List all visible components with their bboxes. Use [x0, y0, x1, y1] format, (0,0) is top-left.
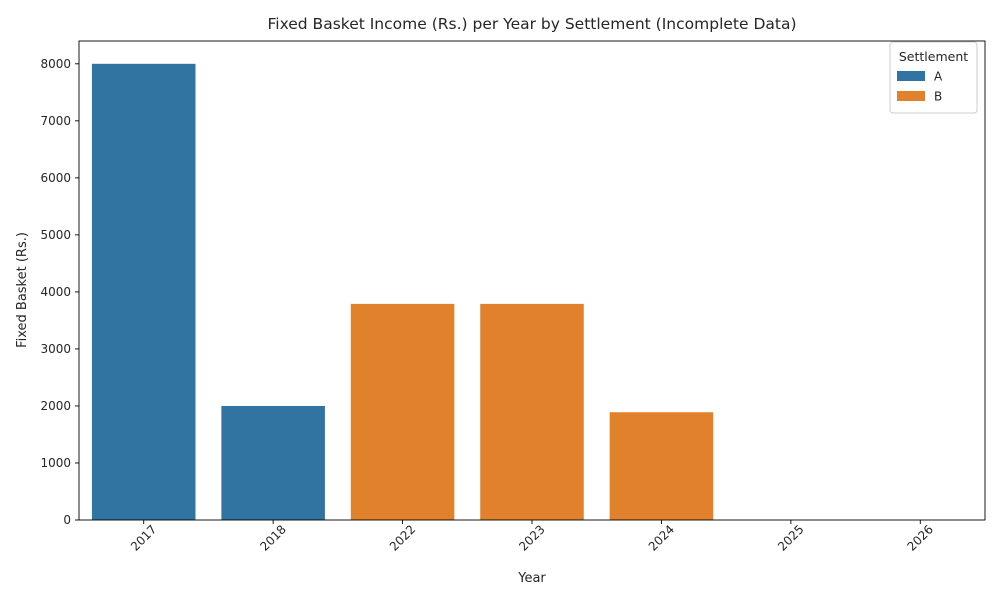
x-tick-label: 2018: [257, 522, 288, 553]
legend: Settlement AB: [889, 41, 978, 114]
legend-items: AB: [897, 70, 943, 104]
bar-b-2024: [609, 412, 714, 520]
x-axis-label: Year: [517, 571, 546, 586]
y-tick-label: 4000: [40, 285, 71, 299]
x-tick-label: 2025: [775, 522, 806, 553]
legend-title: Settlement: [899, 49, 968, 64]
y-tick-label: 7000: [40, 114, 71, 128]
bars-group: [91, 63, 714, 521]
y-tick-label: 0: [63, 513, 71, 527]
x-tick-label: 2017: [128, 522, 159, 553]
bar-b-2023: [480, 303, 584, 520]
legend-label-b: B: [934, 90, 942, 104]
legend-swatch-b: [897, 91, 925, 101]
y-tick-label: 1000: [40, 456, 71, 470]
x-tick-label: 2024: [646, 522, 677, 553]
x-tick-label: 2026: [905, 522, 936, 553]
x-tick-label: 2023: [516, 522, 547, 553]
y-tick-label: 2000: [40, 399, 71, 413]
y-tick-label: 3000: [40, 342, 71, 356]
chart-title: Fixed Basket Income (Rs.) per Year by Se…: [267, 15, 796, 33]
y-tick-label: 5000: [40, 228, 71, 242]
legend-swatch-a: [897, 71, 925, 81]
bar-b-2022: [350, 303, 455, 520]
bar-a-2017: [91, 63, 196, 521]
x-tick-label: 2022: [387, 522, 418, 553]
legend-label-a: A: [934, 70, 943, 84]
y-axis-label: Fixed Basket (Rs.): [15, 232, 30, 348]
bar-a-2018: [221, 405, 325, 520]
y-tick-label: 6000: [40, 171, 71, 185]
y-tick-label: 8000: [40, 57, 71, 71]
